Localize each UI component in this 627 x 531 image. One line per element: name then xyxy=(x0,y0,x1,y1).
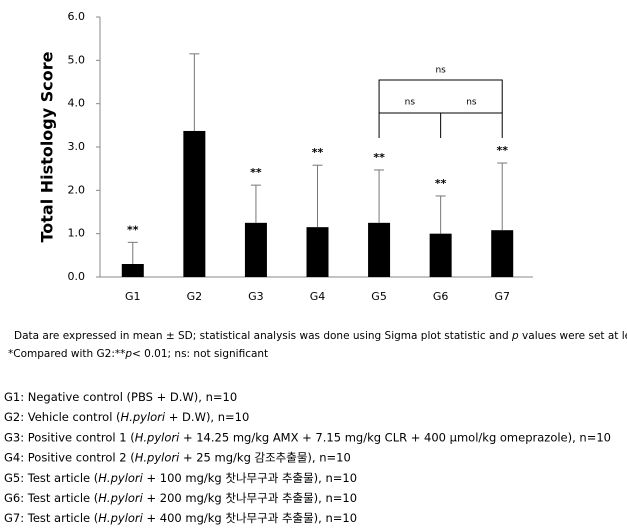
significance-label: ns xyxy=(405,98,416,108)
bar xyxy=(491,230,514,277)
y-tick-label: 6.0 xyxy=(68,10,86,23)
text-part: + 400 mg/kg 찻나무구과 추출물), n=10 xyxy=(143,511,357,525)
text-part: G6: Test article ( xyxy=(4,491,98,505)
text-part: H.pylori xyxy=(98,470,143,484)
text-part: *Compared with G2:** xyxy=(8,348,125,360)
text-part: + D.W), n=10 xyxy=(165,410,249,424)
significance-label: ns xyxy=(435,66,446,76)
y-tick-label: 5.0 xyxy=(68,53,86,66)
group-line: G1: Negative control (PBS + D.W), n=10 xyxy=(4,390,237,404)
annotation: ** xyxy=(435,177,447,190)
group-line: G6: Test article (H.pylori + 200 mg/kg 찻… xyxy=(4,491,357,505)
text-part: p xyxy=(511,330,519,342)
bracket xyxy=(378,112,503,138)
x-tick-label: G2 xyxy=(187,290,203,303)
text-part: H.pylori xyxy=(98,511,143,525)
significance-label: ns xyxy=(466,98,477,108)
bracket xyxy=(378,79,503,113)
group-line: G4: Positive control 2 (H.pylori + 25 mg… xyxy=(4,450,351,464)
text-part: G2: Vehicle control ( xyxy=(4,410,121,424)
group-line: G2: Vehicle control (H.pylori + D.W), n=… xyxy=(4,410,249,424)
text-part: values were set at level; xyxy=(519,330,627,342)
group-line: G3: Positive control 1 (H.pylori + 14.25… xyxy=(4,430,611,444)
text-part: G7: Test article ( xyxy=(4,511,98,525)
bar xyxy=(183,130,206,277)
bar xyxy=(306,227,329,277)
group-line: G7: Test article (H.pylori + 400 mg/kg 찻… xyxy=(4,511,357,525)
y-tick-label: 2.0 xyxy=(68,183,86,196)
text-part: + 200 mg/kg 찻나무구과 추출물), n=10 xyxy=(143,491,357,505)
caption-line: Data are expressed in mean ± SD; statist… xyxy=(14,330,627,342)
text-part: H.pylori xyxy=(98,491,143,505)
text-part: < 0.01; ns: not significant xyxy=(132,348,268,360)
bar xyxy=(429,233,452,277)
text-part: H.pylori xyxy=(135,430,180,444)
x-tick-label: G1 xyxy=(125,290,141,303)
text-part: H.pylori xyxy=(121,410,166,424)
text-part: G5: Test article ( xyxy=(4,470,98,484)
annotation: ** xyxy=(127,223,139,236)
y-tick-label: 3.0 xyxy=(68,140,86,153)
text-part: + 25 mg/kg 감조추출물), n=10 xyxy=(179,450,350,464)
annotation: ** xyxy=(373,151,385,164)
text-part: G4: Positive control 2 ( xyxy=(4,450,135,464)
y-axis-title: Total Histology Score xyxy=(38,51,57,242)
annotation: ** xyxy=(496,144,508,157)
annotation: ** xyxy=(250,166,262,179)
x-tick-label: G5 xyxy=(371,290,387,303)
x-tick-label: G4 xyxy=(310,290,326,303)
text-part: G3: Positive control 1 ( xyxy=(4,430,135,444)
bar xyxy=(244,222,267,277)
y-tick-label: 4.0 xyxy=(68,97,86,110)
text-part: + 100 mg/kg 찻나무구과 추출물), n=10 xyxy=(143,470,357,484)
text-part: Data are expressed in mean ± SD; statist… xyxy=(14,330,512,342)
group-line: G5: Test article (H.pylori + 100 mg/kg 찻… xyxy=(4,470,357,484)
bar xyxy=(368,222,391,277)
bar xyxy=(121,264,144,277)
caption-line: *Compared with G2:**p< 0.01; ns: not sig… xyxy=(8,348,268,360)
x-tick-label: G6 xyxy=(433,290,449,303)
text-part: + 14.25 mg/kg AMX + 7.15 mg/kg CLR + 400… xyxy=(179,430,611,444)
y-tick-label: 0.0 xyxy=(68,270,86,283)
x-tick-label: G3 xyxy=(248,290,264,303)
text-part: p xyxy=(124,348,132,360)
text-part: G1: Negative control (PBS + D.W), n=10 xyxy=(4,390,237,404)
annotation: ** xyxy=(312,146,324,159)
text-part: H.pylori xyxy=(135,450,180,464)
y-tick-label: 1.0 xyxy=(68,227,86,240)
x-tick-label: G7 xyxy=(494,290,510,303)
